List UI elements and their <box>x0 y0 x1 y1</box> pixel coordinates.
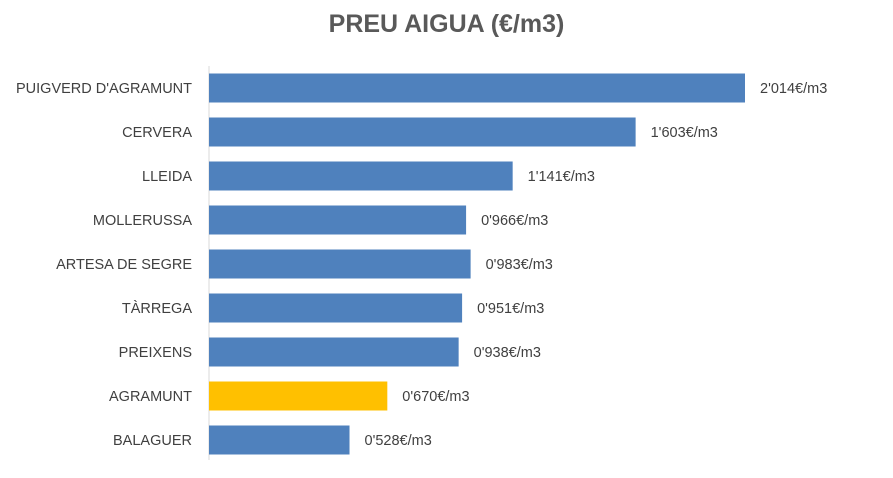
category-label: TÀRREGA <box>122 300 192 317</box>
bar <box>209 293 463 323</box>
category-label: LLEIDA <box>142 169 192 185</box>
data-label: 0'951€/m3 <box>477 301 544 317</box>
chart-title: PREU AIGUA (€/m3) <box>328 10 565 38</box>
bar <box>209 73 745 103</box>
data-label: 0'528€/m3 <box>365 433 432 449</box>
bar <box>209 337 459 367</box>
category-label: BALAGUER <box>113 433 192 449</box>
category-label: AGRAMUNT <box>109 389 192 405</box>
category-label: MOLLERUSSA <box>93 213 192 229</box>
bar <box>209 381 388 411</box>
data-label: 1'141€/m3 <box>528 169 595 185</box>
data-label: 0'966€/m3 <box>481 213 548 229</box>
bar <box>209 161 513 191</box>
category-label: PUIGVERD D'AGRAMUNT <box>16 81 192 97</box>
bar <box>209 205 467 235</box>
data-label: 0'938€/m3 <box>474 345 541 361</box>
category-label: CERVERA <box>122 125 192 141</box>
data-label: 1'603€/m3 <box>651 125 718 141</box>
category-label: PREIXENS <box>119 345 192 361</box>
bar <box>209 425 350 455</box>
data-label: 2'014€/m3 <box>760 81 827 97</box>
bar <box>209 249 471 279</box>
data-label: 0'983€/m3 <box>486 257 553 273</box>
category-label: ARTESA DE SEGRE <box>56 257 192 273</box>
data-label: 0'670€/m3 <box>402 389 469 405</box>
bar <box>209 117 636 147</box>
